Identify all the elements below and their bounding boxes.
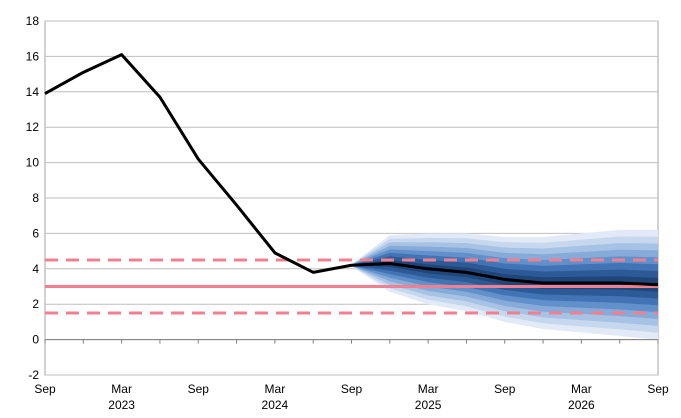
y-tick-label: 14 <box>26 85 40 99</box>
forecast-fan <box>351 229 658 340</box>
x-tick-label: Sep <box>34 382 56 396</box>
x-tick-label: Sep <box>188 382 210 396</box>
x-tick-label: Mar <box>265 382 286 396</box>
reference-lines <box>45 258 658 315</box>
y-tick-label: 6 <box>32 226 39 240</box>
tick-labels: -2 0 2 4 6 8 10 12 14 16 18 Sep Mar 2023 Sep Mar 2024 Sep… <box>26 14 669 412</box>
series-lines <box>44 53 659 287</box>
x-tick-label: Mar <box>111 382 132 396</box>
x-tick-label: Sep <box>647 382 669 396</box>
y-tick-label: 12 <box>26 120 40 134</box>
x-tick-year-label: 2023 <box>108 398 135 412</box>
series-line <box>44 53 659 287</box>
y-tick-label: 18 <box>26 14 40 28</box>
x-tick-year-label: 2024 <box>262 398 289 412</box>
y-tick-label: 2 <box>32 297 39 311</box>
x-tick-label: Mar <box>571 382 592 396</box>
x-tick-label: Mar <box>418 382 439 396</box>
y-tick-label: 8 <box>32 191 39 205</box>
x-tick-year-label: 2025 <box>415 398 442 412</box>
x-tick-year-label: 2026 <box>568 398 595 412</box>
y-tick-label: 10 <box>26 156 40 170</box>
y-tick-label: 0 <box>32 333 39 347</box>
axes <box>44 339 659 344</box>
y-tick-label: 16 <box>26 49 40 63</box>
y-tick-label: -2 <box>28 368 39 382</box>
x-tick-label: Sep <box>341 382 363 396</box>
x-tick-label: Sep <box>494 382 516 396</box>
y-tick-label: 4 <box>32 262 39 276</box>
